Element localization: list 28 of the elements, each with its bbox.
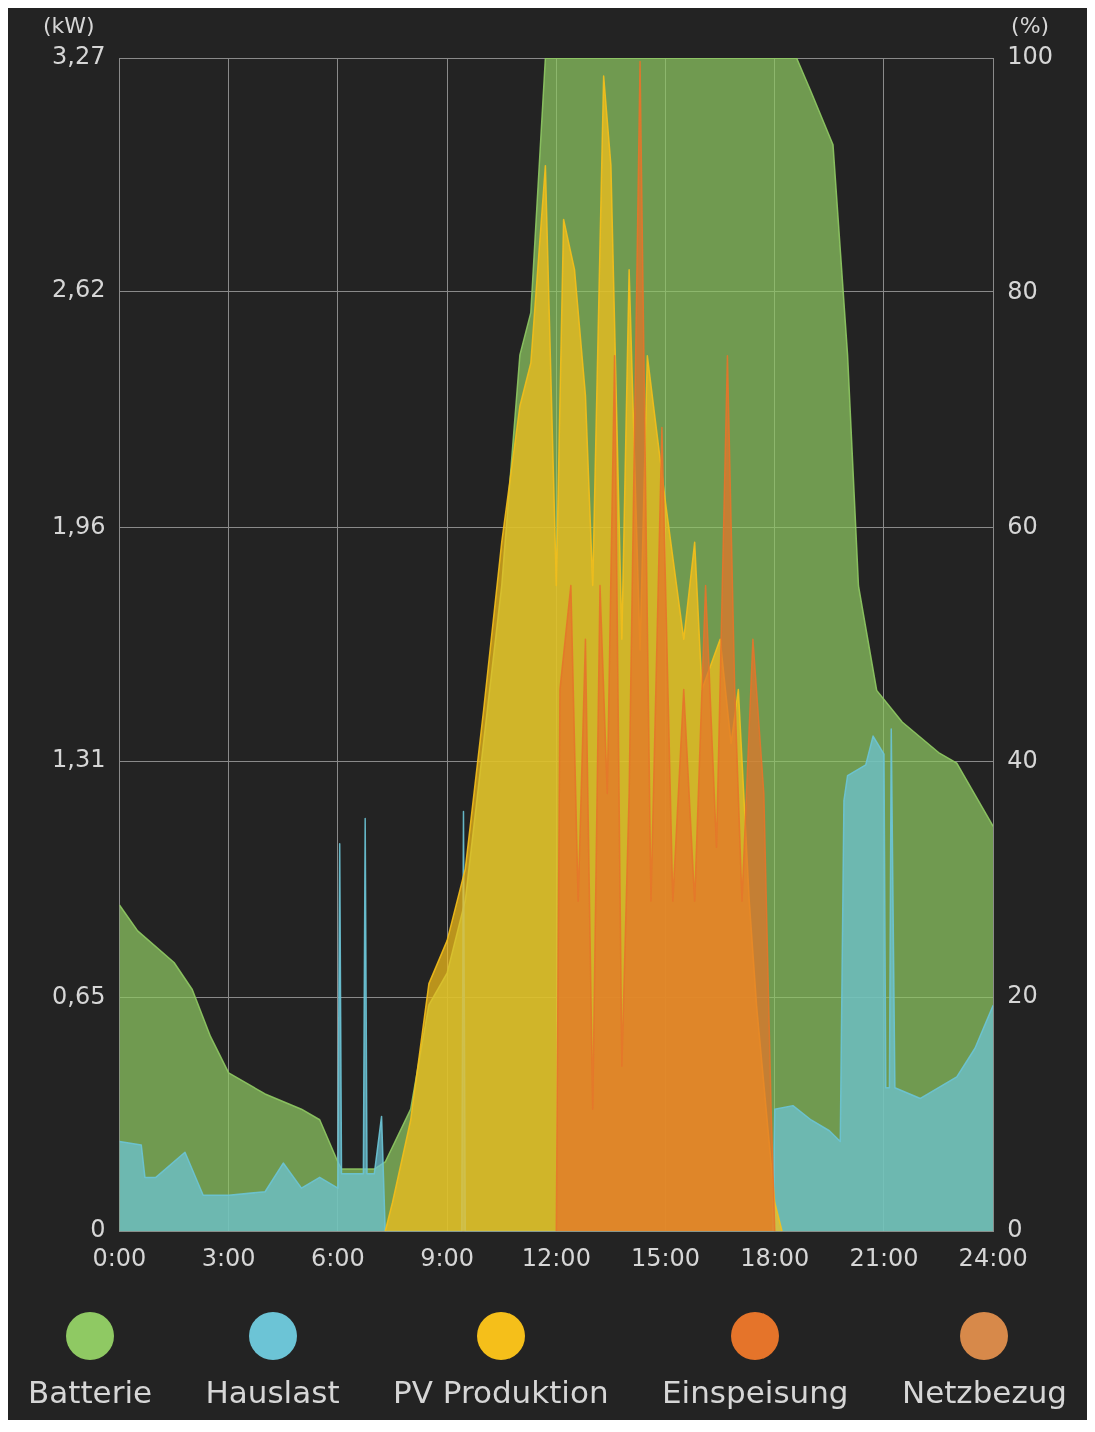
y2-tick-label: 100 xyxy=(1007,42,1053,71)
y-tick-label: 1,31 xyxy=(52,745,106,774)
y2-tick-label: 20 xyxy=(1007,980,1038,1009)
y-tick-label: 2,62 xyxy=(52,275,106,304)
y-axis-title: (kW) xyxy=(42,12,95,38)
x-tick-label: 0:00 xyxy=(92,1243,147,1272)
legend-label: PV Produktion xyxy=(392,1374,609,1410)
y-tick-label: 0 xyxy=(90,1215,106,1244)
x-tick-label: 9:00 xyxy=(420,1243,475,1272)
y2-tick-label: 40 xyxy=(1007,746,1038,775)
x-tick-label: 15:00 xyxy=(630,1243,701,1272)
x-tick-label: 6:00 xyxy=(310,1243,365,1272)
y2-tick-label: 60 xyxy=(1007,511,1038,540)
y2-tick-label: 80 xyxy=(1007,276,1038,305)
y2-tick-label: 0 xyxy=(1007,1215,1023,1244)
x-tick-label: 12:00 xyxy=(521,1243,591,1272)
y-tick-label: 1,96 xyxy=(52,512,106,541)
y-tick-label: 3,27 xyxy=(52,42,106,71)
legend-label: Netzbezug xyxy=(901,1374,1067,1410)
x-tick-label: 21:00 xyxy=(849,1243,919,1272)
legend-label: Batterie xyxy=(28,1374,153,1410)
legend-label: Hauslast xyxy=(205,1374,340,1410)
legend-label: Einspeisung xyxy=(662,1374,849,1410)
y2-axis-title: (%) xyxy=(1011,12,1050,38)
x-tick-label: 24:00 xyxy=(958,1243,1028,1272)
x-tick-label: 3:00 xyxy=(201,1243,256,1272)
x-tick-label: 18:00 xyxy=(740,1243,810,1272)
y-tick-label: 0,65 xyxy=(52,982,106,1011)
